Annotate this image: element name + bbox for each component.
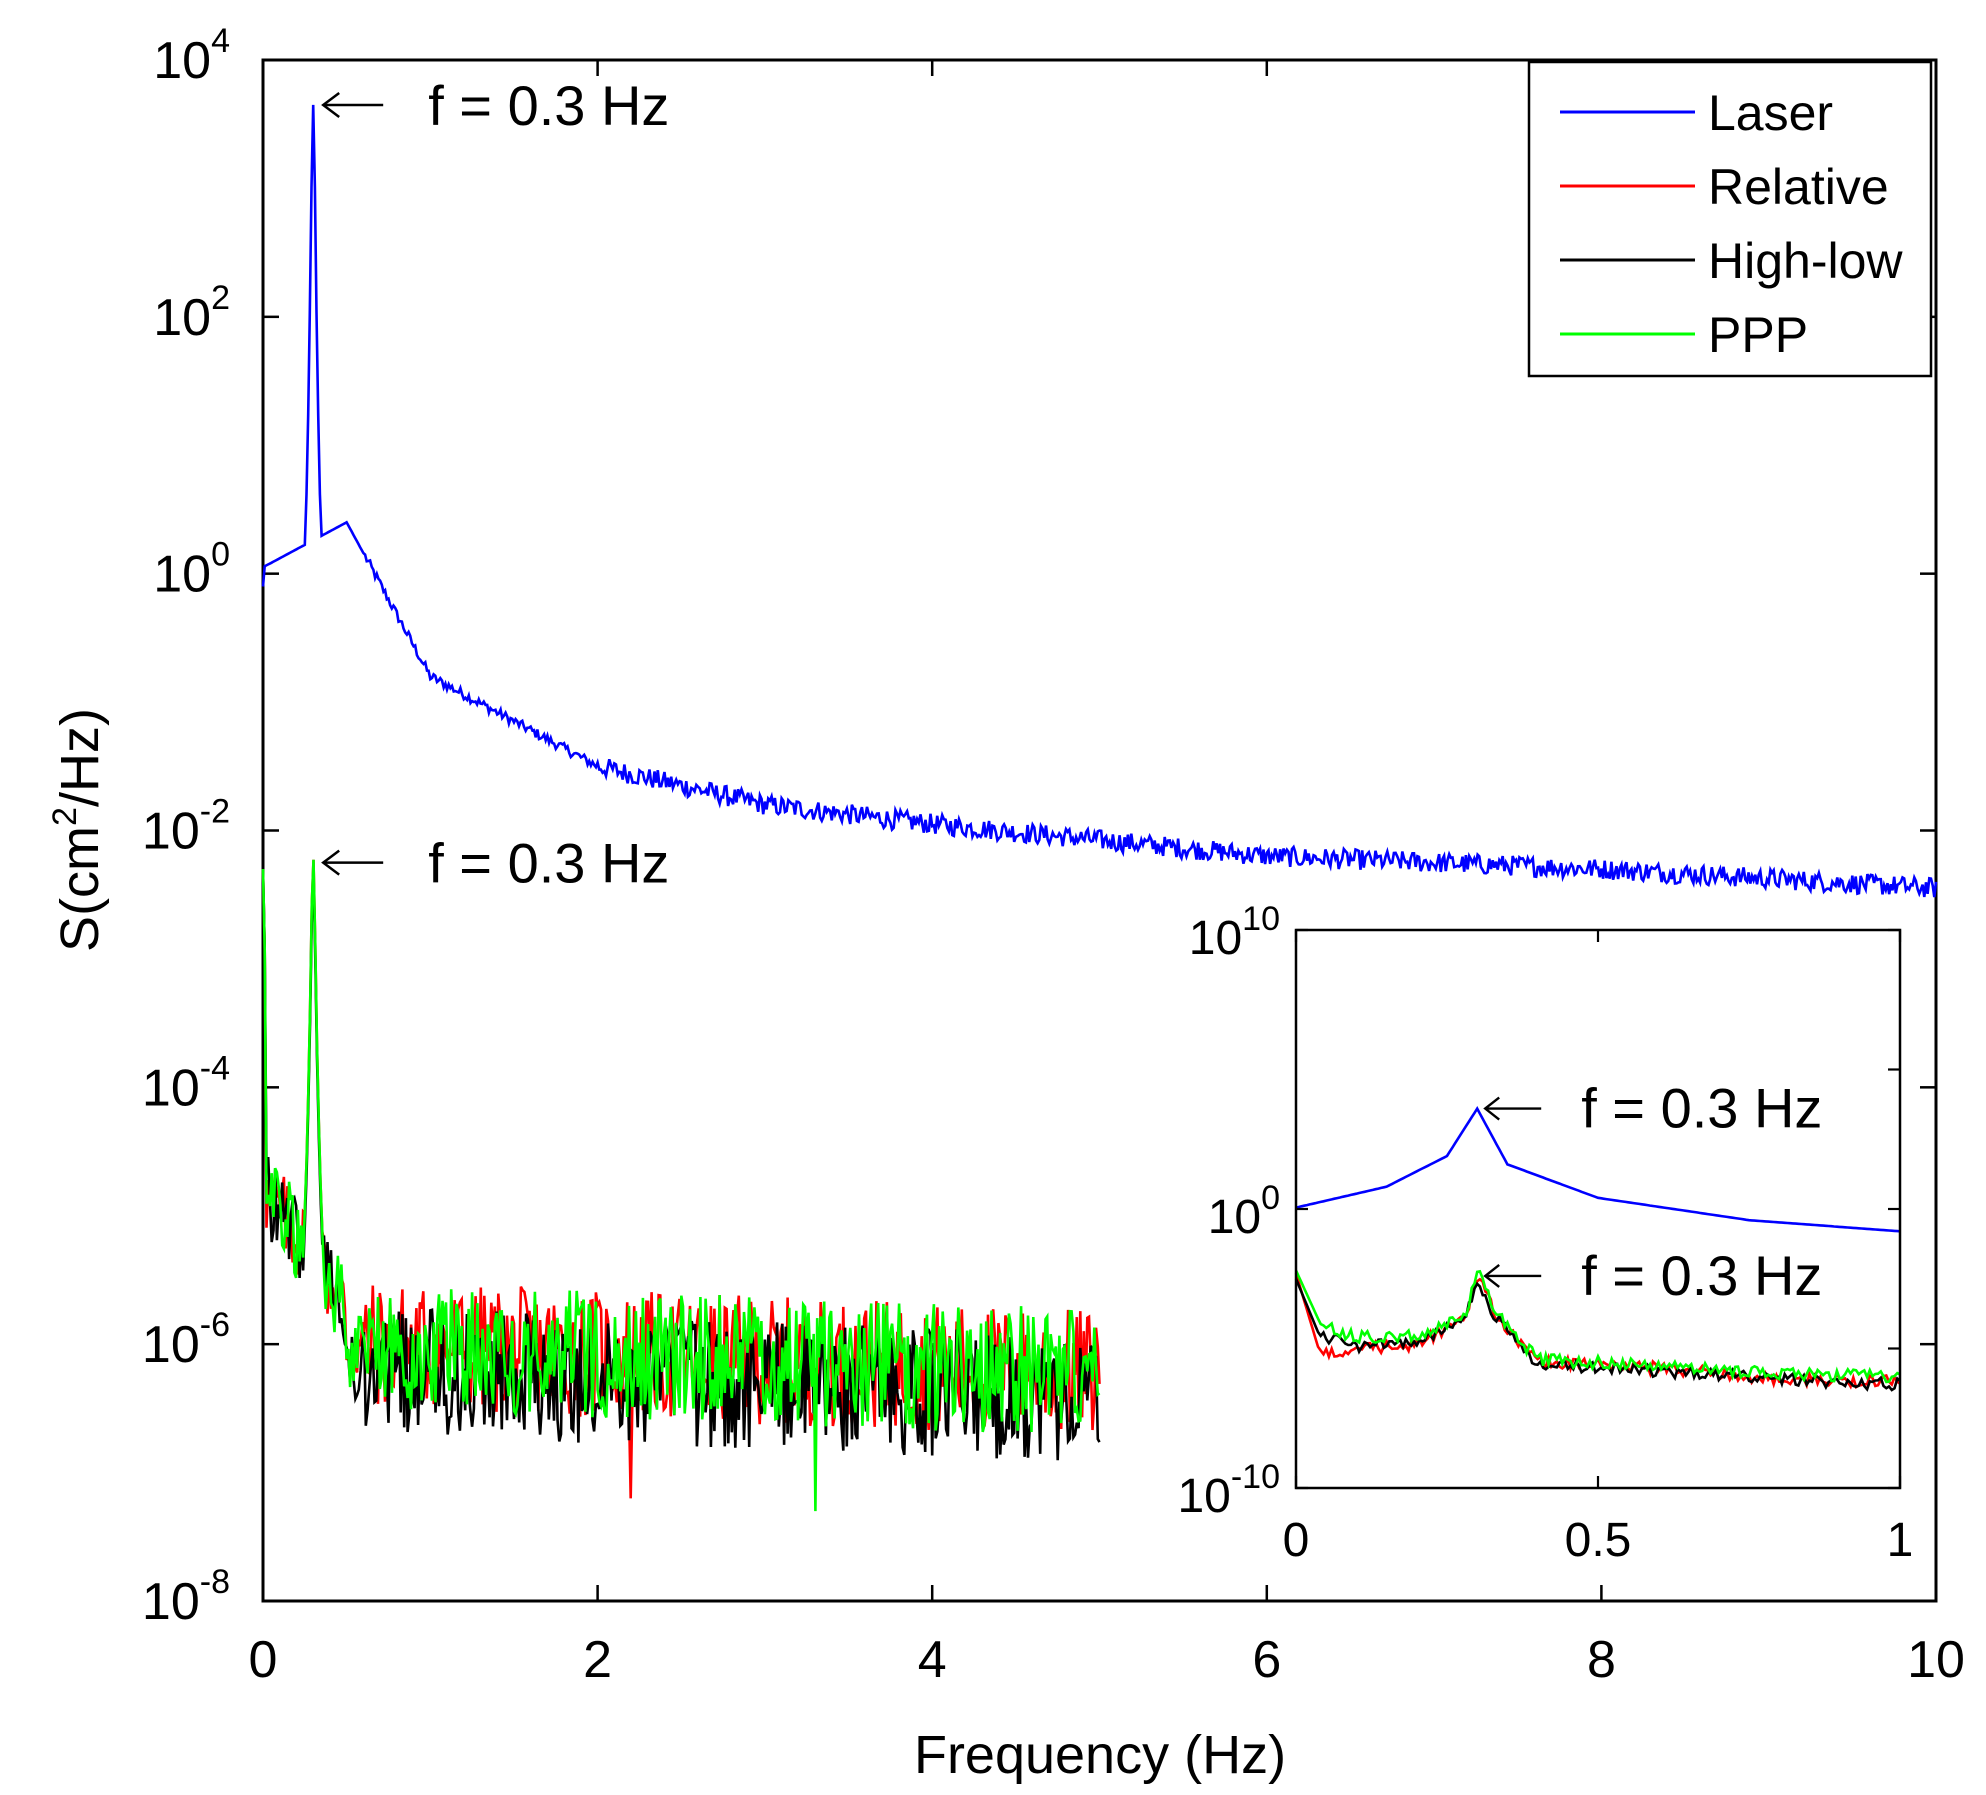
y-axis-title-pre: S(cm [50, 826, 110, 952]
inset-series-line-high-low [1294, 1278, 1901, 1392]
y-tick-exponent: -6 [200, 1306, 230, 1344]
x-tick-label: 10 [1907, 1631, 1965, 1689]
y-axis-title-post: /Hz) [50, 708, 110, 807]
inset-ticks [1294, 928, 1902, 1490]
y-tick-base: 10 [153, 289, 211, 347]
y-tick-label: 102 [153, 279, 230, 347]
y-tick-label: 104 [153, 22, 230, 90]
inset-annotations: f = 0.3 Hz f = 0.3 Hz [1483, 1077, 1822, 1307]
y-tick-exponent: -8 [200, 1563, 230, 1601]
y-tick-exponent: -4 [200, 1049, 230, 1087]
x-tick-label: 8 [1587, 1631, 1616, 1689]
series-line-laser [261, 104, 1938, 898]
x-tick-label: 6 [1252, 1631, 1281, 1689]
y-tick-label: 10-2 [142, 793, 230, 861]
y-axis-title: S(cm2/Hz) [46, 708, 110, 952]
annotation-label: f = 0.3 Hz [428, 74, 669, 137]
inset-annotation-arrow-head [1483, 1096, 1500, 1121]
y-tick-exponent: 2 [211, 279, 230, 317]
annotation-arrow-head [321, 91, 340, 118]
main-annotations: f = 0.3 Hz f = 0.3 Hz [321, 74, 669, 895]
y-tick-base: 10 [142, 1316, 200, 1374]
inset-x-tick-label: 1 [1887, 1514, 1914, 1567]
y-tick-base: 10 [153, 546, 211, 604]
inset-x-tick-label: 0.5 [1565, 1514, 1632, 1567]
inset-y-tick-exponent: 10 [1242, 900, 1280, 938]
inset-annotation-label: f = 0.3 Hz [1581, 1244, 1822, 1307]
y-tick-base: 10 [142, 1573, 200, 1631]
y-tick-label: 10-4 [142, 1049, 230, 1117]
y-tick-label: 100 [153, 536, 230, 604]
inset-y-tick-base: 10 [1189, 912, 1242, 965]
legend-label: High-low [1708, 233, 1903, 289]
inset-y-tick-label: 10-10 [1177, 1458, 1280, 1523]
inset-series-line-laser [1295, 1106, 1901, 1233]
y-tick-base: 10 [142, 803, 200, 861]
inset-y-tick-base: 10 [1208, 1191, 1261, 1244]
y-tick-label: 10-6 [142, 1306, 230, 1374]
inset-series-line-ppp [1294, 1269, 1901, 1384]
legend-box [1527, 60, 1933, 378]
inset-y-tick-exponent: 0 [1261, 1179, 1280, 1217]
legend-label: PPP [1708, 307, 1808, 363]
series-line-ppp [261, 859, 1101, 1512]
inset-annotation-arrow-head [1483, 1264, 1500, 1288]
x-tick-label: 4 [918, 1631, 947, 1689]
inset-y-tick-exponent: -10 [1231, 1458, 1280, 1496]
x-tick-label: 2 [583, 1631, 612, 1689]
main-x-tick-labels: 0 2 4 6 8 10 [249, 1631, 1965, 1689]
inset-x-tick-labels: 0 0.5 1 [1283, 1514, 1914, 1567]
legend-label: Relative [1708, 159, 1889, 215]
x-axis-title: Frequency (Hz) [914, 1725, 1286, 1785]
y-tick-exponent: 0 [211, 536, 230, 574]
legend-entries: Laser Relative High-low PPP [1560, 85, 1903, 363]
legend-label: Laser [1708, 85, 1833, 141]
y-tick-exponent: -2 [200, 793, 230, 831]
legend: Laser Relative High-low PPP [1527, 60, 1933, 378]
inset-y-tick-label: 100 [1208, 1179, 1280, 1244]
y-tick-label: 10-8 [142, 1563, 230, 1631]
inset-background [1296, 930, 1900, 1488]
y-tick-exponent: 4 [211, 22, 230, 60]
main-series-group [261, 104, 1938, 1512]
inset-y-tick-base: 10 [1177, 1470, 1230, 1523]
x-tick-label: 0 [249, 1631, 278, 1689]
annotation-arrow-head [321, 849, 340, 876]
inset-series-group [1294, 1106, 1901, 1392]
y-tick-base: 10 [142, 1059, 200, 1117]
inset-y-tick-label: 1010 [1189, 900, 1280, 965]
annotation-label: f = 0.3 Hz [428, 832, 669, 895]
inset-x-tick-label: 0 [1283, 1514, 1310, 1567]
y-tick-base: 10 [153, 32, 211, 90]
inset-annotation-label: f = 0.3 Hz [1581, 1077, 1822, 1140]
y-axis-title-sup: 2 [46, 807, 84, 826]
